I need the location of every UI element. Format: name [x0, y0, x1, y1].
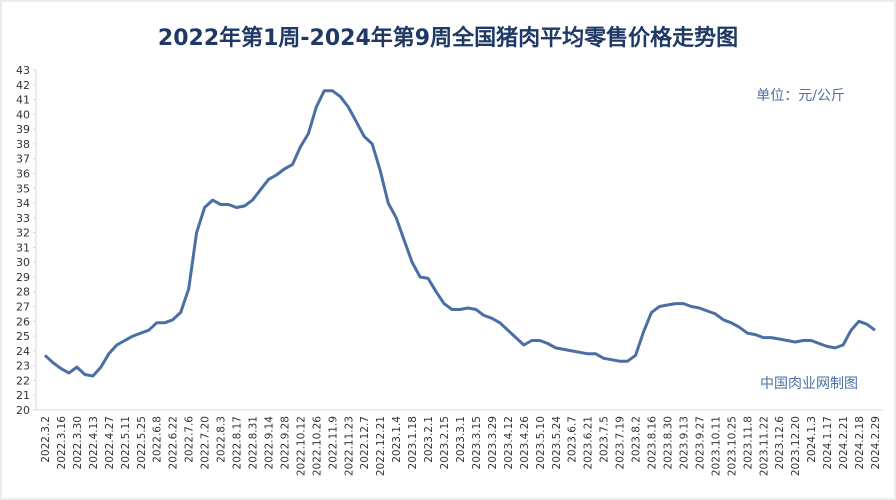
x-tick-label: 2023.4.26: [519, 416, 531, 470]
x-tick-label: 2024.2.18: [854, 416, 866, 469]
x-tick-label: 2023.11.8: [742, 416, 754, 469]
y-tick-label: 26: [16, 315, 30, 328]
x-tick-label: 2022.12.7: [359, 416, 371, 469]
price-line: [43, 89, 876, 378]
x-tick-label: 2024.1.17: [822, 416, 834, 469]
y-tick-label: 41: [16, 94, 30, 107]
x-tick-label: 2022.12.21: [375, 416, 387, 476]
x-tick-label: 2022.5.11: [120, 416, 132, 469]
x-tick-label: 2024.1.3: [806, 416, 818, 463]
y-tick-label: 21: [16, 389, 30, 402]
y-tick-label: 39: [16, 123, 30, 136]
x-tick-label: 2024.2.29: [870, 416, 882, 469]
x-tick-label: 2023.5.24: [551, 416, 563, 470]
y-tick-label: 22: [16, 374, 30, 387]
x-tick-label: 2023.12.20: [790, 416, 802, 476]
x-tick-label: 2023.4.12: [503, 416, 515, 469]
x-tick-label: 2022.8.3: [216, 416, 228, 463]
x-tick-label: 2022.6.22: [168, 416, 180, 469]
x-tick-label: 2022.4.13: [88, 416, 100, 469]
y-tick-label: 35: [16, 182, 30, 195]
x-tick-label: 2023.1.18: [407, 416, 419, 469]
y-tick-label: 38: [16, 138, 30, 151]
x-tick-label: 2023.9.13: [678, 416, 690, 469]
x-tick-label: 2023.8.2: [631, 416, 643, 463]
x-tick-label: 2023.12.6: [774, 416, 786, 470]
y-tick-label: 43: [16, 64, 30, 77]
x-tick-label: 2022.11.9: [327, 416, 339, 469]
y-tick-label: 40: [16, 108, 30, 121]
x-tick-label: 2022.9.28: [279, 416, 291, 469]
x-tick-label: 2022.11.23: [343, 416, 355, 476]
y-tick-label: 25: [16, 330, 30, 343]
y-tick-label: 42: [16, 79, 30, 92]
x-tick-label: 2023.3.29: [487, 416, 499, 469]
x-tick-label: 2022.10.26: [311, 416, 323, 476]
y-tick-label: 34: [16, 197, 30, 210]
x-tick-label: 2023.3.15: [471, 416, 483, 469]
x-tick-label: 2023.8.30: [663, 416, 675, 469]
y-tick-label: 32: [16, 227, 30, 240]
y-tick-label: 24: [16, 345, 30, 358]
y-tick-label: 37: [16, 153, 30, 166]
x-tick-label: 2023.6.7: [567, 416, 579, 463]
x-tick-label: 2022.4.27: [104, 416, 116, 469]
x-tick-label: 2023.9.27: [694, 416, 706, 469]
x-tick-label: 2022.3.16: [56, 416, 68, 470]
x-tick-label: 2022.7.20: [200, 416, 212, 469]
x-tick-label: 2022.3.2: [40, 416, 52, 463]
y-tick-label: 31: [16, 241, 30, 254]
chart-title: 2022年第1周-2024年第9周全国猪肉平均零售价格走势图: [158, 25, 738, 51]
x-tick-label: 2023.2.15: [439, 416, 451, 469]
x-tick-label: 2022.5.25: [136, 416, 148, 469]
x-tick-label: 2022.10.12: [295, 416, 307, 476]
y-tick-label: 28: [16, 286, 30, 299]
x-tick-label: 2023.6.21: [583, 416, 595, 469]
x-tick-label: 2023.5.10: [535, 416, 547, 469]
x-tick-label: 2024.2.21: [838, 416, 850, 469]
y-tick-label: 36: [16, 167, 30, 180]
y-tick-label: 30: [16, 256, 30, 269]
x-tick-label: 2023.11.22: [758, 416, 770, 476]
x-tick-label: 2023.10.25: [726, 416, 738, 476]
x-tick-label: 2022.8.31: [248, 416, 260, 469]
y-tick-label: 33: [16, 212, 30, 225]
x-tick-label: 2023.2.1: [423, 416, 435, 463]
y-tick-label: 27: [16, 301, 30, 314]
x-tick-label: 2023.8.16: [647, 416, 659, 470]
x-tick-label: 2022.3.30: [72, 416, 84, 469]
y-tick-label: 20: [16, 404, 30, 417]
x-tick-label: 2022.7.6: [184, 416, 196, 463]
x-tick-label: 2022.8.17: [232, 416, 244, 469]
x-tick-label: 2023.1.4: [391, 416, 403, 463]
y-tick-label: 29: [16, 271, 30, 284]
x-tick-label: 2023.7.19: [615, 416, 627, 469]
unit-note: 单位：元/公斤: [756, 88, 845, 104]
x-tick-label: 2023.10.11: [710, 416, 722, 476]
x-tick-label: 2022.6.8: [152, 416, 164, 463]
x-tick-label: 2022.9.14: [263, 416, 275, 470]
source-note: 中国肉业网制图: [760, 376, 858, 392]
y-tick-label: 23: [16, 360, 30, 373]
x-tick-label: 2023.7.5: [599, 416, 611, 463]
x-tick-label: 2023.3.1: [455, 416, 467, 463]
